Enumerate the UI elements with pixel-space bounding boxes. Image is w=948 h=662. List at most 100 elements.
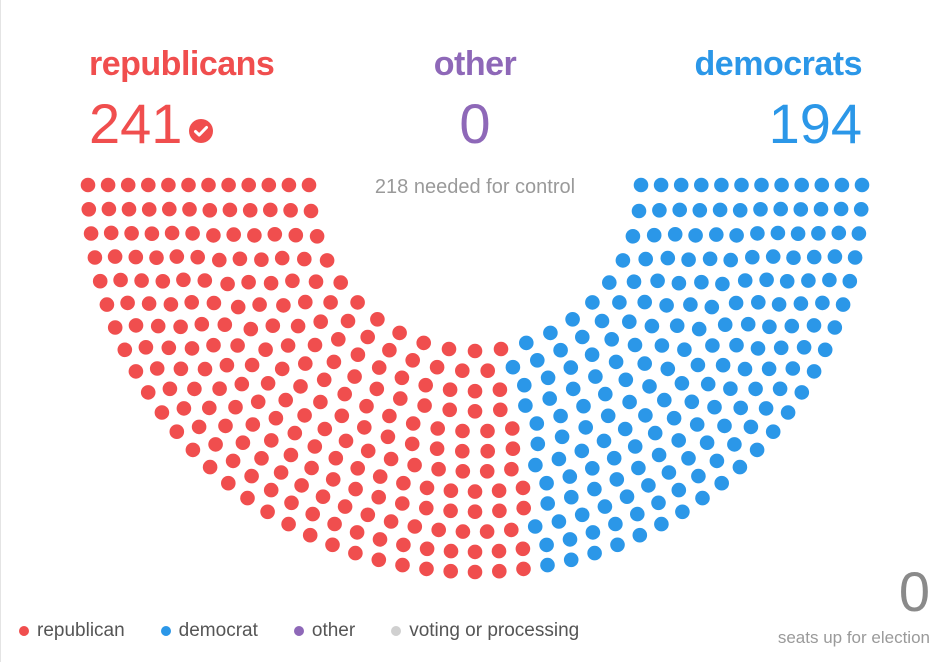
seat-democrat-269 bbox=[574, 443, 590, 459]
seat-republican-74 bbox=[252, 297, 267, 312]
seat-republican-11 bbox=[80, 177, 96, 193]
seat-republican-49 bbox=[99, 297, 115, 312]
seat-republican-203 bbox=[442, 402, 458, 418]
seat-republican-77 bbox=[149, 361, 165, 376]
seat-republican-208 bbox=[443, 543, 459, 559]
seat-republican-185 bbox=[404, 436, 420, 452]
seat-republican-34 bbox=[128, 249, 144, 265]
seat-democrat-247 bbox=[540, 496, 555, 511]
seat-republican-80 bbox=[173, 361, 189, 377]
seat-democrat-280 bbox=[596, 433, 612, 449]
seat-democrat-340 bbox=[677, 342, 692, 358]
seat-republican-200 bbox=[431, 461, 446, 477]
seat-republican-119 bbox=[331, 332, 346, 347]
seat-republican-52 bbox=[197, 273, 213, 288]
seat-democrat-397 bbox=[765, 249, 781, 264]
seat-democrat-364 bbox=[704, 299, 720, 315]
seat-republican-92 bbox=[154, 405, 170, 420]
seat-democrat-302 bbox=[647, 425, 663, 441]
seat-democrat-428 bbox=[734, 177, 749, 193]
republican-dot-icon bbox=[19, 626, 29, 636]
seat-democrat-284 bbox=[563, 360, 579, 375]
seat-democrat-301 bbox=[565, 312, 580, 327]
seat-democrat-333 bbox=[700, 376, 716, 392]
seat-democrat-341 bbox=[758, 401, 774, 416]
seat-republican-112 bbox=[250, 394, 266, 410]
seat-democrat-407 bbox=[770, 225, 786, 241]
seat-democrat-343 bbox=[715, 357, 731, 373]
seat-democrat-361 bbox=[806, 364, 822, 379]
seat-republican-146 bbox=[304, 460, 319, 476]
seat-democrat-299 bbox=[575, 329, 590, 345]
seat-republican-33 bbox=[226, 227, 241, 242]
seat-republican-193 bbox=[407, 519, 423, 534]
seat-republican-155 bbox=[305, 506, 321, 522]
seat-republican-148 bbox=[284, 495, 299, 511]
seat-democrat-258 bbox=[562, 469, 578, 484]
seat-republican-29 bbox=[185, 226, 200, 241]
seat-democrat-245 bbox=[528, 457, 543, 473]
seat-republican-3 bbox=[241, 177, 256, 193]
seat-democrat-368 bbox=[671, 275, 687, 291]
seat-democrat-265 bbox=[553, 408, 568, 424]
seat-republican-227 bbox=[480, 363, 496, 379]
seat-republican-190 bbox=[429, 359, 445, 375]
seat-republican-100 bbox=[202, 400, 217, 416]
democrats-label: democrats bbox=[694, 45, 863, 83]
seat-democrat-375 bbox=[751, 295, 766, 310]
seat-republican-209 bbox=[443, 563, 459, 579]
seat-republican-139 bbox=[263, 482, 279, 498]
seat-republican-128 bbox=[316, 372, 332, 388]
seat-republican-142 bbox=[337, 386, 353, 402]
seat-republican-196 bbox=[430, 421, 446, 436]
seat-democrat-243 bbox=[539, 537, 554, 553]
seat-democrat-374 bbox=[694, 274, 709, 290]
seat-republican-230 bbox=[504, 522, 519, 538]
seat-republican-93 bbox=[176, 401, 192, 416]
seat-republican-104 bbox=[313, 314, 329, 330]
seat-republican-221 bbox=[479, 524, 495, 539]
seat-democrat-298 bbox=[584, 347, 600, 363]
seat-democrat-304 bbox=[638, 408, 653, 423]
seat-republican-143 bbox=[317, 421, 333, 437]
seat-democrat-380 bbox=[660, 250, 676, 266]
seat-republican-36 bbox=[149, 250, 164, 265]
seat-democrat-251 bbox=[551, 514, 567, 529]
seat-democrat-276 bbox=[609, 472, 625, 487]
seat-republican-152 bbox=[392, 325, 407, 341]
seat-democrat-433 bbox=[834, 177, 850, 193]
seat-democrat-353 bbox=[659, 298, 674, 313]
seat-democrat-278 bbox=[576, 398, 591, 414]
seat-republican-120 bbox=[278, 392, 294, 408]
seat-republican-151 bbox=[382, 342, 397, 358]
seat-republican-111 bbox=[307, 337, 323, 353]
seat-democrat-260 bbox=[587, 545, 602, 561]
seat-republican-19 bbox=[222, 202, 238, 218]
legend-item-republican: republican bbox=[19, 620, 125, 642]
seat-republican-167 bbox=[348, 481, 363, 497]
seat-republican-124 bbox=[221, 475, 236, 491]
seat-republican-47 bbox=[309, 229, 325, 244]
seat-republican-76 bbox=[184, 341, 200, 356]
seat-democrat-369 bbox=[762, 319, 777, 335]
republicans-label: republicans bbox=[89, 45, 275, 83]
legend-label-other: other bbox=[311, 620, 356, 641]
seat-republican-235 bbox=[515, 541, 531, 557]
seat-republican-174 bbox=[416, 335, 432, 351]
seat-republican-115 bbox=[202, 459, 218, 475]
seat-republican-125 bbox=[326, 354, 342, 370]
seat-republican-214 bbox=[467, 343, 483, 359]
seat-democrat-385 bbox=[625, 229, 641, 244]
seat-republican-1 bbox=[281, 177, 297, 193]
seat-republican-96 bbox=[212, 381, 227, 397]
seat-democrat-263 bbox=[542, 391, 557, 406]
seat-republican-43 bbox=[134, 273, 149, 288]
seat-democrat-319 bbox=[732, 459, 748, 475]
seat-democrat-250 bbox=[517, 377, 532, 393]
seat-democrat-244 bbox=[505, 359, 521, 375]
seat-democrat-400 bbox=[806, 249, 822, 265]
seat-republican-97 bbox=[244, 357, 260, 373]
seat-republican-219 bbox=[467, 544, 483, 560]
seat-republican-90 bbox=[219, 357, 235, 373]
